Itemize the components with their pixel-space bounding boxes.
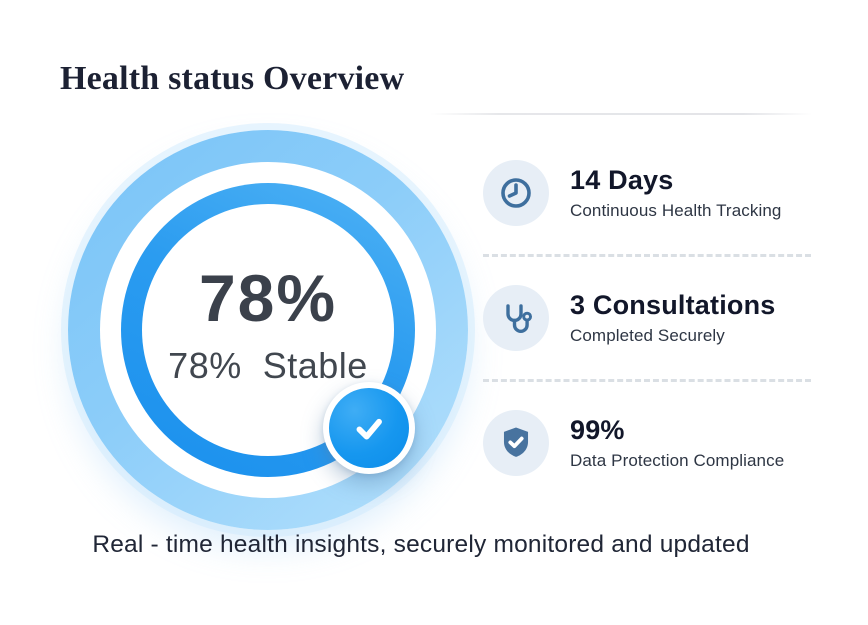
page-title: Health status Overview [60,60,405,97]
stat-tracking-days: 14 Days Continuous Health Tracking [483,160,815,226]
stat-divider [483,379,811,382]
stat-value: 99% [570,415,625,445]
health-score-status: 78% Stable [168,345,368,386]
stat-label: Continuous Health Tracking [570,201,782,220]
footer-caption: Real - time health insights, securely mo… [92,531,750,558]
clock-icon [483,160,549,226]
stat-value: 3 Consultations [570,290,776,320]
health-score-value: 78% [198,261,338,335]
stat-value: 14 Days [570,165,674,195]
header-divider [430,113,812,115]
stats-list: 14 Days Continuous Health Tracking 3 Con… [483,160,815,476]
stat-consultations: 3 Consultations Completed Securely [483,285,815,351]
checkmark-icon [329,388,409,468]
stethoscope-icon [483,285,549,351]
stat-label: Data Protection Compliance [570,451,785,470]
stat-compliance: 99% Data Protection Compliance [483,410,815,476]
stat-divider [483,254,811,257]
stat-label: Completed Securely [570,326,725,345]
health-score-gauge: 78% 78% Stable [68,130,468,530]
verified-badge [323,382,415,474]
shield-check-icon [483,410,549,476]
